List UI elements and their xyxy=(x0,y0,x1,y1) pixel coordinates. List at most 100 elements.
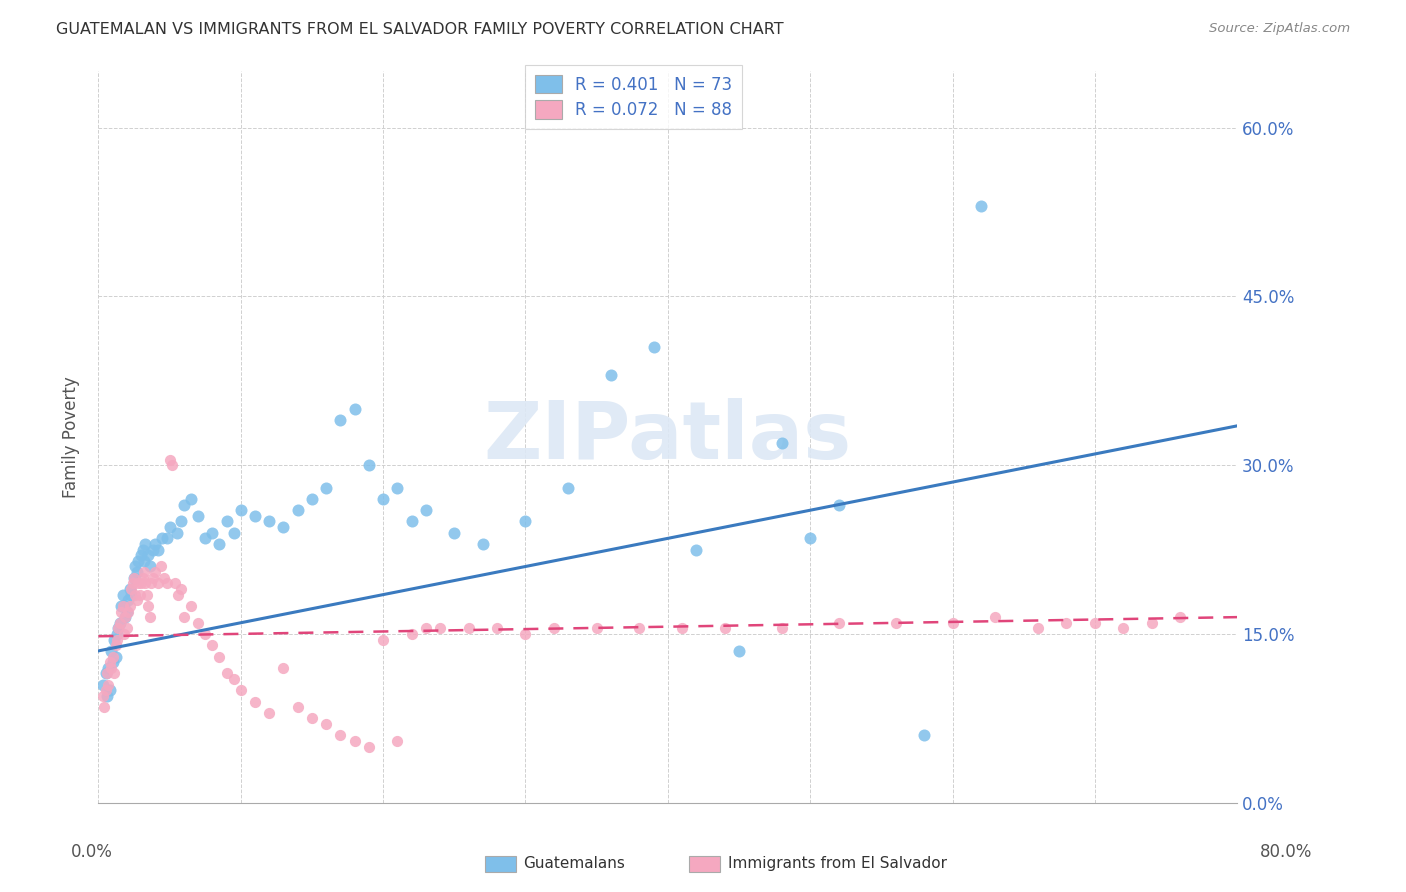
Point xyxy=(101,655,124,669)
Point xyxy=(201,638,224,652)
Point xyxy=(343,734,366,748)
Point xyxy=(93,700,115,714)
Point xyxy=(301,711,323,725)
Point xyxy=(770,621,793,635)
Point xyxy=(315,481,337,495)
Point xyxy=(201,525,224,540)
Point xyxy=(401,515,423,529)
Point xyxy=(165,576,187,591)
Point xyxy=(728,644,751,658)
Point xyxy=(132,565,155,579)
Point xyxy=(112,627,135,641)
Text: Immigrants from El Salvador: Immigrants from El Salvador xyxy=(728,856,948,871)
Point xyxy=(131,571,153,585)
Point xyxy=(301,491,323,506)
Point xyxy=(128,588,150,602)
Point xyxy=(124,588,146,602)
Point xyxy=(373,491,395,506)
Point xyxy=(229,683,252,698)
Point xyxy=(273,661,295,675)
Point xyxy=(828,498,851,512)
Point xyxy=(229,503,252,517)
Point xyxy=(170,582,193,596)
Point xyxy=(105,627,128,641)
Point xyxy=(970,199,993,213)
Point xyxy=(387,734,409,748)
Point xyxy=(799,532,821,546)
Point xyxy=(127,576,149,591)
Point xyxy=(180,599,202,613)
Point xyxy=(373,632,395,647)
Point xyxy=(828,615,851,630)
Point xyxy=(98,655,121,669)
Point xyxy=(110,599,132,613)
Point xyxy=(685,542,707,557)
Point xyxy=(103,666,125,681)
Point xyxy=(122,571,145,585)
Point xyxy=(170,515,193,529)
Point xyxy=(139,576,162,591)
Point xyxy=(96,689,118,703)
Point xyxy=(273,520,295,534)
Point xyxy=(134,537,156,551)
Point xyxy=(152,532,174,546)
Point xyxy=(714,621,737,635)
Point xyxy=(1026,621,1049,635)
Point xyxy=(114,610,136,624)
Point xyxy=(222,525,245,540)
Point xyxy=(134,576,156,591)
Point xyxy=(100,644,122,658)
Point xyxy=(984,610,1007,624)
Point xyxy=(94,666,117,681)
Point xyxy=(127,554,149,568)
Point xyxy=(912,728,935,742)
Point xyxy=(357,458,380,473)
Point xyxy=(162,458,184,473)
Point xyxy=(104,649,127,664)
Point xyxy=(329,728,352,742)
Point xyxy=(145,537,167,551)
Point xyxy=(884,615,907,630)
Point xyxy=(97,661,120,675)
Text: Source: ZipAtlas.com: Source: ZipAtlas.com xyxy=(1209,22,1350,36)
Point xyxy=(942,615,965,630)
Point xyxy=(124,559,146,574)
Point xyxy=(1084,615,1107,630)
Text: 80.0%: 80.0% xyxy=(1260,843,1313,861)
Point xyxy=(443,525,465,540)
Point xyxy=(259,706,281,720)
Point xyxy=(91,689,114,703)
Point xyxy=(287,700,309,714)
Point xyxy=(141,571,163,585)
Point xyxy=(415,621,437,635)
Point xyxy=(138,610,160,624)
Point xyxy=(259,515,281,529)
Point xyxy=(343,401,366,416)
Point xyxy=(96,666,118,681)
Point xyxy=(187,615,209,630)
Point xyxy=(215,666,238,681)
Point xyxy=(387,481,409,495)
Point xyxy=(156,576,179,591)
Point xyxy=(136,599,159,613)
Point xyxy=(415,503,437,517)
Point xyxy=(145,565,167,579)
Point xyxy=(173,610,195,624)
Point xyxy=(117,593,139,607)
Point xyxy=(122,571,145,585)
Point xyxy=(1112,621,1135,635)
Point xyxy=(243,508,266,523)
Point xyxy=(401,627,423,641)
Point xyxy=(103,632,125,647)
Point xyxy=(132,554,155,568)
Point xyxy=(600,368,623,383)
Point xyxy=(101,649,124,664)
Point xyxy=(150,559,173,574)
Point xyxy=(125,593,148,607)
Point xyxy=(457,621,479,635)
Point xyxy=(1170,610,1192,624)
Point xyxy=(121,576,143,591)
Point xyxy=(222,672,245,686)
Point xyxy=(208,649,231,664)
Point xyxy=(115,621,138,635)
